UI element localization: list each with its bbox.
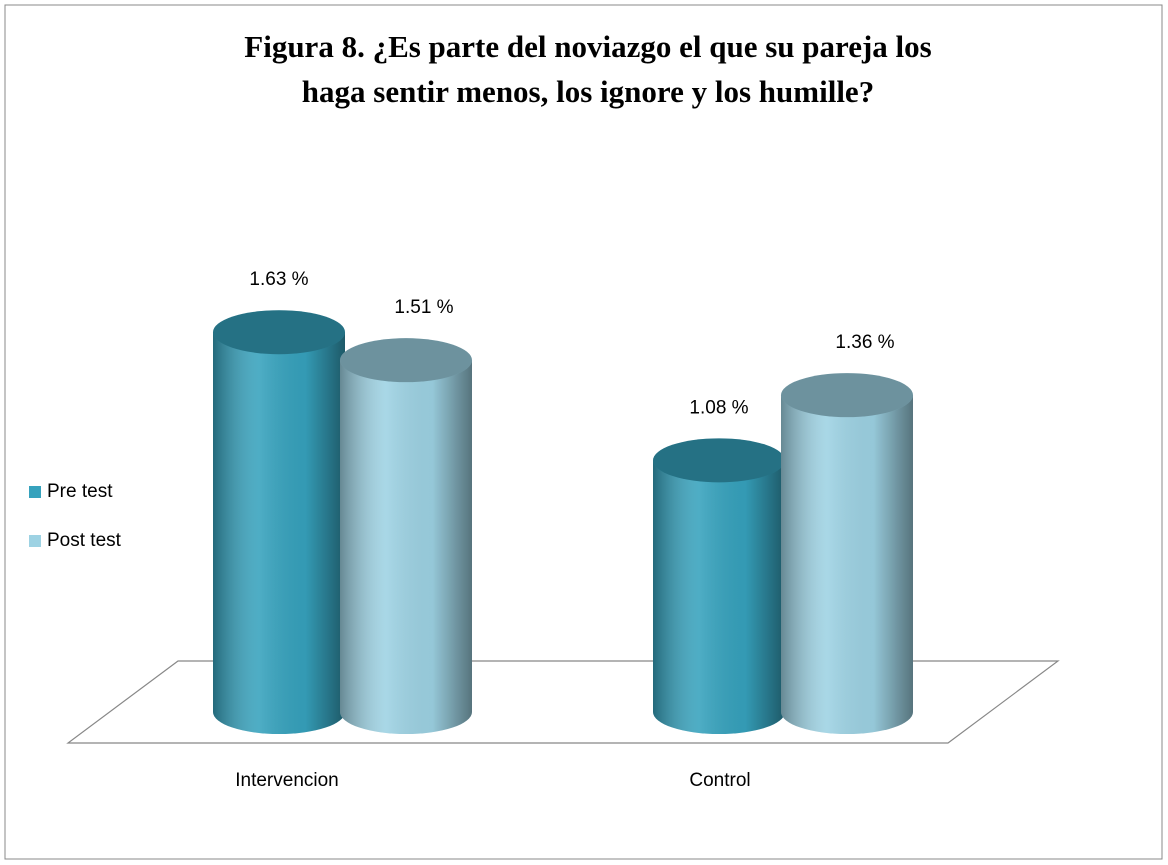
cylinder-shade xyxy=(653,460,785,734)
cylinder-top-shade xyxy=(781,373,913,418)
cylinder-top xyxy=(213,310,345,355)
legend-swatch xyxy=(29,535,41,547)
data-label: 1.51 % xyxy=(394,297,453,318)
cylinder-top xyxy=(653,438,785,483)
cylinder-top xyxy=(781,373,913,418)
data-label: 1.08 % xyxy=(689,397,748,418)
data-label: 1.63 % xyxy=(249,269,308,290)
cylinder-top-shade xyxy=(653,438,785,483)
cylinder-shade xyxy=(781,395,913,734)
chart-title: Figura 8. ¿Es parte del noviazgo el que … xyxy=(244,29,931,109)
x-tick-label: Control xyxy=(689,770,750,791)
legend-label: Post test xyxy=(47,530,122,551)
cylinder-shade xyxy=(213,332,345,734)
legend-label: Pre test xyxy=(47,481,113,502)
cylinder-top xyxy=(340,338,472,383)
cylinder-shade xyxy=(340,360,472,734)
cylinder-top-shade xyxy=(340,338,472,383)
legend-swatch xyxy=(29,486,41,498)
cylinder-top-shade xyxy=(213,310,345,355)
data-label: 1.36 % xyxy=(835,332,894,353)
x-tick-label: Intervencion xyxy=(235,770,339,791)
